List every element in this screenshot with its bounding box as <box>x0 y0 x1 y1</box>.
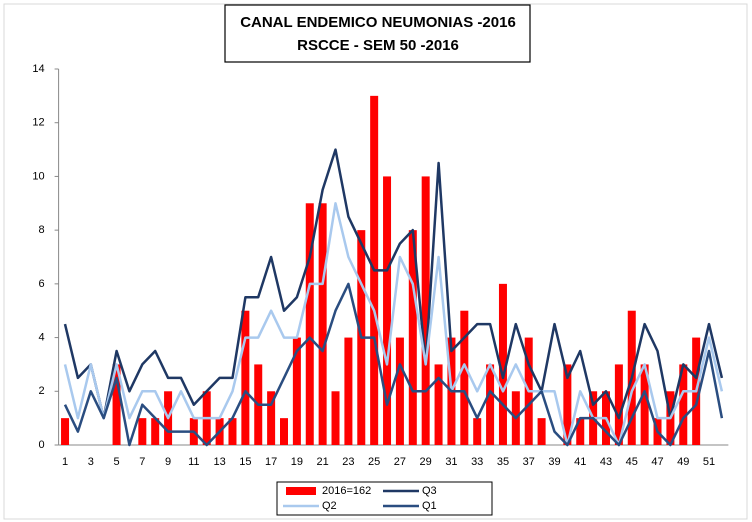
bar <box>395 337 404 445</box>
y-tick-label: 4 <box>38 331 44 343</box>
bar <box>473 418 482 445</box>
title-box <box>224 4 531 63</box>
bar <box>383 176 392 445</box>
bar <box>241 310 250 445</box>
x-tick-label: 5 <box>113 456 119 468</box>
legend-label: Q1 <box>422 500 437 512</box>
bar <box>292 337 301 445</box>
x-tick-label: 43 <box>600 456 612 468</box>
x-tick-label: 39 <box>548 456 560 468</box>
bar <box>112 364 121 445</box>
legend-label: 2016=162 <box>322 485 371 497</box>
bar <box>267 391 276 445</box>
bar <box>576 418 585 445</box>
x-tick-label: 35 <box>497 456 509 468</box>
x-tick-label: 15 <box>239 456 251 468</box>
x-tick-label: 51 <box>703 456 715 468</box>
legend-box <box>276 481 493 516</box>
x-tick-label: 11 <box>188 456 199 468</box>
y-tick-label: 2 <box>38 385 44 397</box>
bar <box>434 364 443 445</box>
x-tick-label: 31 <box>445 456 457 468</box>
x-tick-label: 29 <box>420 456 432 468</box>
y-tick-label: 14 <box>32 63 44 75</box>
x-tick-label: 33 <box>471 456 483 468</box>
line-series <box>63 202 724 447</box>
x-tick-label: 47 <box>651 456 663 468</box>
bar <box>614 364 623 445</box>
bar <box>460 310 469 445</box>
x-tick-label: 9 <box>165 456 171 468</box>
x-tick-label: 3 <box>88 456 94 468</box>
bar <box>228 418 237 445</box>
x-tick-label: 13 <box>213 456 225 468</box>
y-tick-label: 8 <box>38 224 44 236</box>
chart-title: CANAL ENDEMICO NEUMONIAS -2016 <box>240 14 516 31</box>
bar <box>305 203 314 445</box>
legend-label: Q3 <box>422 485 437 497</box>
x-tick-label: 27 <box>394 456 406 468</box>
bar <box>421 176 430 445</box>
bar <box>679 364 688 445</box>
x-tick-label: 7 <box>139 456 145 468</box>
y-tick-label: 10 <box>32 170 44 182</box>
y-tick-label: 12 <box>32 117 44 129</box>
x-tick-label: 1 <box>62 456 68 468</box>
bar <box>61 418 70 445</box>
bar <box>344 337 353 445</box>
bar <box>138 418 147 445</box>
y-tick-label: 0 <box>38 439 44 451</box>
bar <box>563 364 572 445</box>
bar <box>318 203 327 445</box>
x-tick-label: 37 <box>523 456 535 468</box>
legend-swatch <box>286 487 316 495</box>
line-series <box>63 148 724 420</box>
x-tick-label: 17 <box>265 456 277 468</box>
bar <box>151 418 160 445</box>
bar <box>408 230 417 445</box>
bar <box>331 391 340 445</box>
x-tick-label: 41 <box>574 456 586 468</box>
x-tick-label: 25 <box>368 456 380 468</box>
bar <box>280 418 288 445</box>
x-tick-label: 45 <box>626 456 638 468</box>
legend-label: Q2 <box>322 500 337 512</box>
bar <box>640 364 649 445</box>
x-tick-label: 49 <box>677 456 689 468</box>
bar <box>486 364 495 445</box>
x-tick-label: 19 <box>291 456 303 468</box>
bar <box>498 283 507 445</box>
y-tick-label: 6 <box>38 278 44 290</box>
bar <box>537 418 546 445</box>
line-series <box>63 282 724 447</box>
chart-subtitle: RSCCE - SEM 50 -2016 <box>297 37 459 54</box>
x-tick-label: 23 <box>342 456 354 468</box>
x-tick-label: 21 <box>317 456 329 468</box>
